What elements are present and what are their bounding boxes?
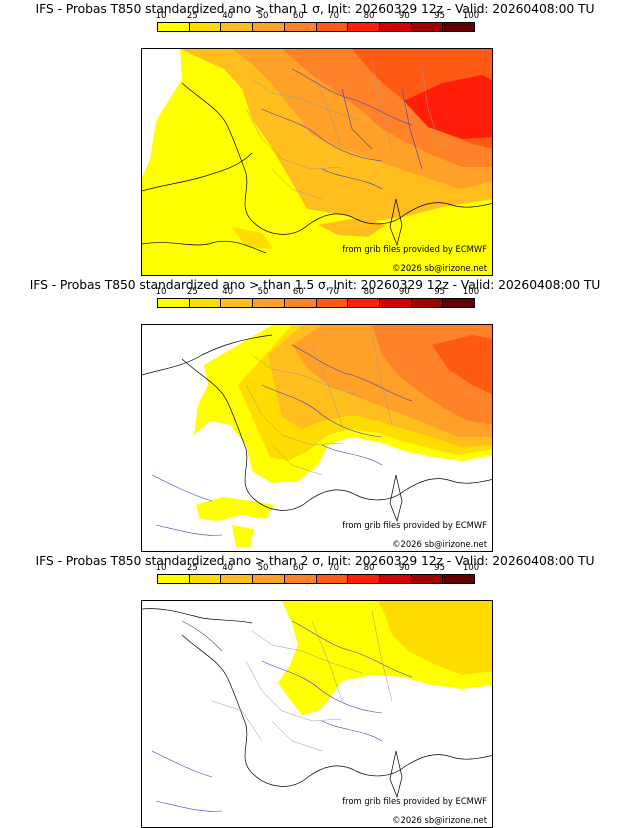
legend-swatch xyxy=(253,299,285,307)
legend-swatch xyxy=(158,23,190,31)
legend-tick: 80 xyxy=(363,563,375,573)
legend-tick: 50 xyxy=(257,11,269,21)
legend-swatch xyxy=(158,299,190,307)
legend-swatch xyxy=(379,23,412,31)
legend-tick: 100 xyxy=(462,563,480,573)
source-credit: from grib files provided by ECMWF xyxy=(342,520,487,530)
legend-swatch xyxy=(411,299,444,307)
legend-swatch xyxy=(284,299,317,307)
legend-swatch xyxy=(443,23,475,31)
legend-tick-labels: 10 25 40 50 60 70 80 90 95 100 xyxy=(155,563,480,574)
probability-legend xyxy=(157,298,475,308)
legend-swatch xyxy=(221,23,254,31)
map-graphic xyxy=(142,49,492,275)
legend-swatch xyxy=(379,299,412,307)
copyright: ©2026 sb@irizone.net xyxy=(392,539,487,549)
legend-tick: 100 xyxy=(462,287,480,297)
legend-swatch xyxy=(221,299,254,307)
legend-swatch xyxy=(348,575,380,583)
legend-tick-labels: 10 25 40 50 60 70 80 90 95 100 xyxy=(155,11,480,22)
forecast-panel-1-5sigma: IFS - Probas T850 standardized ano > tha… xyxy=(0,276,630,552)
legend-tick: 50 xyxy=(257,287,269,297)
legend-tick: 70 xyxy=(328,563,340,573)
legend-swatch xyxy=(316,299,349,307)
legend-tick: 70 xyxy=(328,287,340,297)
panel-title: IFS - Probas T850 standardized ano > tha… xyxy=(29,277,601,292)
legend-swatch xyxy=(348,299,380,307)
legend-tick: 95 xyxy=(434,563,446,573)
map-graphic xyxy=(142,601,492,827)
legend-swatch xyxy=(189,575,222,583)
legend-tick: 40 xyxy=(222,11,234,21)
legend-tick: 10 xyxy=(155,287,167,297)
panel-title: IFS - Probas T850 standardized ano > tha… xyxy=(35,553,595,568)
legend-swatch xyxy=(189,23,222,31)
legend-tick: 60 xyxy=(292,563,304,573)
legend-tick: 60 xyxy=(292,11,304,21)
source-credit: from grib files provided by ECMWF xyxy=(342,244,487,254)
legend-swatch xyxy=(443,299,475,307)
legend-tick: 25 xyxy=(186,11,198,21)
legend-tick: 25 xyxy=(186,287,198,297)
legend-swatch xyxy=(158,575,190,583)
probability-legend xyxy=(157,574,475,584)
legend-tick: 90 xyxy=(398,563,410,573)
forecast-panel-1sigma: IFS - Probas T850 standardized ano > tha… xyxy=(0,0,630,276)
copyright: ©2026 sb@irizone.net xyxy=(392,815,487,825)
legend-tick: 40 xyxy=(222,563,234,573)
legend-tick: 80 xyxy=(363,11,375,21)
legend-tick: 80 xyxy=(363,287,375,297)
legend-tick: 10 xyxy=(155,563,167,573)
legend-tick: 70 xyxy=(328,11,340,21)
legend-swatch xyxy=(443,575,475,583)
legend-swatch xyxy=(189,299,222,307)
map-graphic xyxy=(142,325,492,551)
legend-tick: 40 xyxy=(222,287,234,297)
legend-tick: 95 xyxy=(434,11,446,21)
legend-tick: 100 xyxy=(462,11,480,21)
legend-swatch xyxy=(316,575,349,583)
legend-tick: 90 xyxy=(398,11,410,21)
legend-tick-labels: 10 25 40 50 60 70 80 90 95 100 xyxy=(155,287,480,298)
probability-map xyxy=(141,48,493,276)
source-credit: from grib files provided by ECMWF xyxy=(342,796,487,806)
legend-tick: 95 xyxy=(434,287,446,297)
legend-swatch xyxy=(253,575,285,583)
legend-swatch xyxy=(316,23,349,31)
probability-legend xyxy=(157,22,475,32)
forecast-panel-2sigma: IFS - Probas T850 standardized ano > tha… xyxy=(0,552,630,828)
legend-tick: 60 xyxy=(292,287,304,297)
panel-title: IFS - Probas T850 standardized ano > tha… xyxy=(35,1,595,16)
legend-swatch xyxy=(284,575,317,583)
legend-swatch xyxy=(253,23,285,31)
legend-tick: 10 xyxy=(155,11,167,21)
copyright: ©2026 sb@irizone.net xyxy=(392,263,487,273)
legend-swatch xyxy=(411,575,444,583)
legend-tick: 25 xyxy=(186,563,198,573)
legend-swatch xyxy=(379,575,412,583)
legend-swatch xyxy=(348,23,380,31)
legend-swatch xyxy=(221,575,254,583)
legend-swatch xyxy=(284,23,317,31)
legend-tick: 90 xyxy=(398,287,410,297)
legend-tick: 50 xyxy=(257,563,269,573)
legend-swatch xyxy=(411,23,444,31)
probability-map xyxy=(141,324,493,552)
probability-map xyxy=(141,600,493,828)
